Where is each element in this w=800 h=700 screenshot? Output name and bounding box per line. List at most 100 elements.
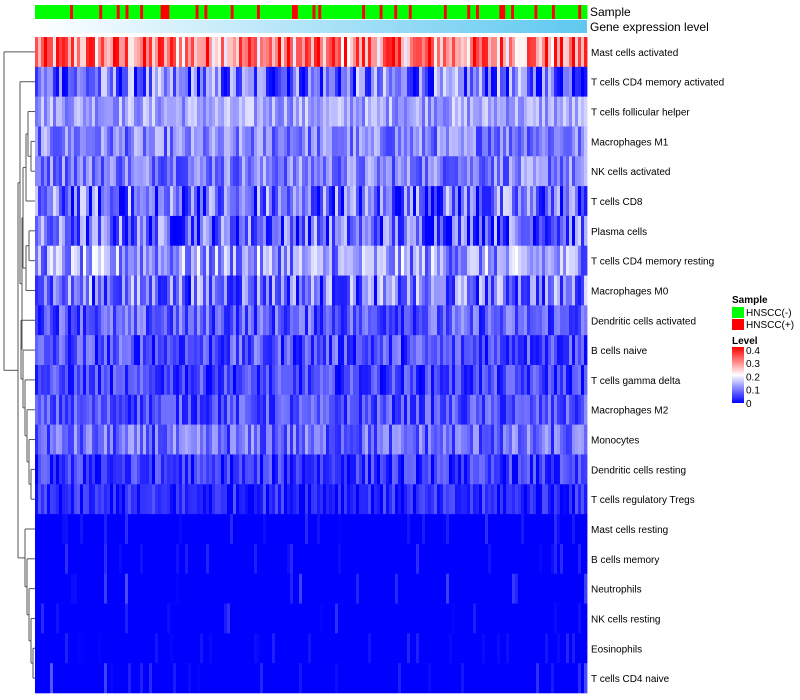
heatmap-cell [533, 394, 537, 425]
heatmap-cell [122, 335, 126, 366]
heatmap-cell [548, 275, 552, 306]
heatmap-cell [188, 335, 192, 366]
heatmap-cell [473, 424, 477, 455]
heatmap-cell [419, 454, 423, 485]
heatmap-cell [299, 663, 303, 694]
heatmap-cell [482, 573, 486, 604]
heatmap-cell [536, 514, 540, 545]
heatmap-cell [134, 96, 138, 127]
heatmap-cell [365, 365, 369, 396]
row-label: Monocytes [591, 436, 639, 447]
heatmap-cell [161, 126, 165, 157]
heatmap-cell [536, 633, 540, 664]
heatmap-cell [251, 514, 255, 545]
heatmap-cell [230, 633, 234, 664]
heatmap-cell [386, 186, 390, 217]
heatmap-cell [152, 514, 156, 545]
heatmap-cell [215, 37, 219, 68]
heatmap-cell [239, 245, 243, 276]
heatmap-cell [377, 305, 381, 336]
heatmap-cell [182, 66, 186, 97]
heatmap-cell [284, 484, 288, 515]
heatmap-cell [203, 156, 207, 187]
heatmap-cell [440, 663, 444, 694]
heatmap-cell [398, 514, 402, 545]
heatmap-cell [125, 335, 129, 366]
heatmap-cell [92, 96, 96, 127]
heatmap-cell [494, 66, 498, 97]
heatmap-cell [545, 245, 549, 276]
heatmap-cell [221, 156, 225, 187]
heatmap-cell [401, 514, 405, 545]
heatmap-cell [182, 365, 186, 396]
heatmap-cell [284, 335, 288, 366]
heatmap-cell [410, 275, 414, 306]
heatmap-cell [518, 335, 522, 366]
heatmap-cell [443, 305, 447, 336]
heatmap-cell [506, 275, 510, 306]
heatmap-cell [161, 663, 165, 694]
heatmap-cell [260, 365, 264, 396]
heatmap-cell [467, 424, 471, 455]
sample-annotation-cell [408, 5, 413, 19]
heatmap-cell [317, 335, 321, 366]
heatmap-cell [422, 514, 426, 545]
heatmap-cell [515, 663, 519, 694]
heatmap-cell [242, 66, 246, 97]
heatmap-cell [581, 245, 585, 276]
heatmap-cell [98, 454, 102, 485]
heatmap-cell [251, 126, 255, 157]
heatmap-cell [140, 394, 144, 425]
heatmap-cell [290, 275, 294, 306]
sample-annotation-cell [108, 5, 112, 19]
heatmap-cell [167, 573, 171, 604]
heatmap-cell [308, 543, 312, 575]
heatmap-cell [560, 514, 564, 545]
heatmap-cell [299, 126, 303, 157]
heatmap-cell [146, 335, 150, 366]
heatmap-cell [71, 66, 75, 97]
heatmap-cell [53, 424, 57, 455]
heatmap-cell [224, 245, 228, 276]
heatmap-cell [404, 573, 408, 604]
heatmap-cell [38, 394, 42, 425]
heatmap-cell [161, 603, 165, 634]
heatmap-cell [578, 245, 582, 276]
heatmap-cell [179, 424, 183, 455]
heatmap-cell [443, 454, 447, 485]
heatmap-cell [197, 543, 201, 575]
heatmap-cell [356, 66, 360, 97]
heatmap-cell [35, 424, 39, 455]
heatmap-cell [233, 305, 237, 336]
heatmap-cell [104, 335, 108, 366]
heatmap-cell [182, 96, 186, 127]
heatmap-cell [215, 365, 219, 396]
heatmap-cell [284, 66, 288, 97]
heatmap-cell [317, 66, 321, 97]
heatmap-cell [347, 484, 351, 515]
heatmap-cell [170, 514, 174, 545]
heatmap-cell [377, 484, 381, 515]
heatmap-cell [404, 305, 408, 336]
heatmap-cell [407, 245, 411, 276]
heatmap-cell [38, 335, 42, 366]
heatmap-cell [161, 394, 165, 425]
heatmap-cell [41, 543, 45, 575]
heatmap-cell [413, 215, 417, 247]
heatmap-cell [500, 66, 504, 97]
heatmap-cell [437, 573, 441, 604]
heatmap-cell [488, 275, 492, 306]
heatmap-cell [296, 66, 300, 97]
heatmap-cell [290, 573, 294, 604]
heatmap-cell [407, 66, 411, 97]
heatmap-cell [503, 245, 507, 276]
heatmap-cell [353, 96, 357, 127]
heatmap-cell [188, 66, 192, 97]
heatmap-cell [329, 335, 333, 366]
heatmap-cell [227, 394, 231, 425]
heatmap-cell [257, 66, 261, 97]
heatmap-cell [542, 365, 546, 396]
heatmap-cell [341, 305, 345, 336]
heatmap-cell [515, 156, 519, 187]
heatmap-cell [125, 275, 129, 306]
